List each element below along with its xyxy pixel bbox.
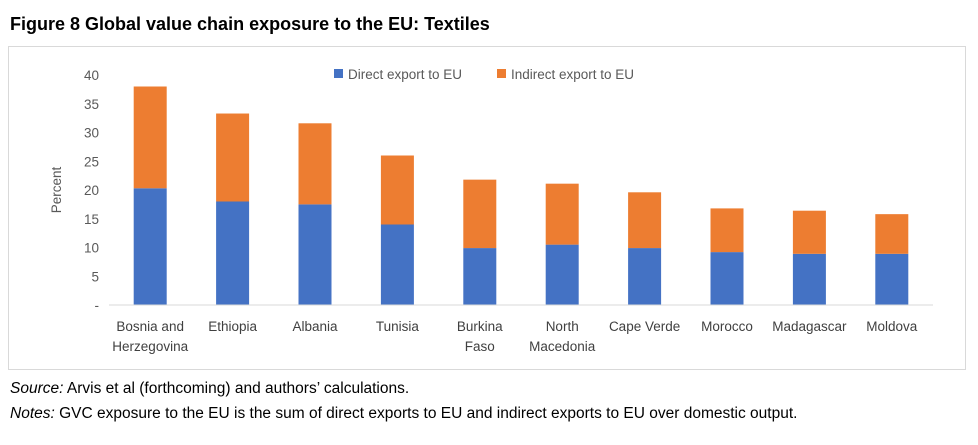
x-tick-label: Burkina Faso (457, 319, 503, 354)
bar-direct-export (216, 201, 250, 305)
y-tick-label: 10 (84, 241, 99, 256)
y-tick-label: 5 (91, 269, 99, 284)
x-tick-label: Ethiopia (208, 319, 257, 334)
chart-area: - 5 10 15 20 25 30 35 40 Percent Bosnia and Herzego… (8, 46, 966, 370)
bar-direct-export (875, 253, 909, 305)
bar-direct-export (298, 204, 332, 305)
x-tick-label: Albania (292, 319, 338, 334)
figure-title: Figure 8 Global value chain exposure to … (10, 14, 490, 34)
x-tick-label: Bosnia and Herzegovina (112, 319, 188, 354)
y-axis-title: Percent (49, 166, 64, 213)
figure-notes: Source: Arvis et al (forthcoming) and au… (10, 376, 797, 426)
bar-indirect-export (710, 208, 744, 253)
x-tick-label: Morocco (701, 319, 753, 334)
bar-direct-export (463, 248, 497, 305)
y-tick-label: 35 (84, 97, 99, 112)
bar-indirect-export (628, 192, 662, 249)
source-text: Arvis et al (forthcoming) and authors’ c… (63, 380, 410, 397)
notes-text: GVC exposure to the EU is the sum of dir… (54, 405, 798, 422)
y-tick-label: 25 (84, 154, 99, 169)
notes-label: Notes: (10, 405, 55, 422)
legend-label: Indirect export to EU (511, 67, 634, 82)
bar-indirect-export (380, 155, 414, 225)
y-tick-label: - (95, 298, 100, 313)
legend-label: Direct export to EU (348, 67, 462, 82)
bar-indirect-export (216, 113, 250, 202)
x-tick-label: Cape Verde (609, 319, 680, 334)
bar-direct-export (133, 188, 167, 305)
x-tick-label: Tunisia (376, 319, 420, 334)
source-label: Source: (10, 380, 64, 397)
bar-indirect-export (875, 214, 909, 254)
bar-direct-export (545, 244, 579, 305)
bar-direct-export (380, 224, 414, 305)
y-tick-label: 20 (84, 183, 99, 198)
bar-indirect-export (298, 123, 332, 205)
legend-swatch (334, 69, 343, 78)
x-tick-label: Moldova (866, 319, 918, 334)
stacked-bar-chart: - 5 10 15 20 25 30 35 40 Percent Bosnia and Herzego… (49, 67, 933, 354)
legend-swatch (497, 69, 506, 78)
bar-direct-export (792, 253, 826, 305)
bar-indirect-export (133, 86, 167, 189)
bar-indirect-export (545, 183, 579, 245)
y-tick-label: 40 (84, 68, 99, 83)
y-tick-label: 15 (84, 212, 99, 227)
bar-indirect-export (463, 179, 497, 249)
bar-direct-export (710, 252, 744, 305)
bar-indirect-export (792, 210, 826, 254)
source-line: Source: Arvis et al (forthcoming) and au… (10, 376, 797, 401)
x-tick-label: North Macedonia (529, 319, 596, 354)
y-tick-label: 30 (84, 126, 99, 141)
bar-direct-export (628, 248, 662, 305)
x-tick-label: Madagascar (772, 319, 847, 334)
notes-line: Notes: GVC exposure to the EU is the sum… (10, 401, 797, 426)
